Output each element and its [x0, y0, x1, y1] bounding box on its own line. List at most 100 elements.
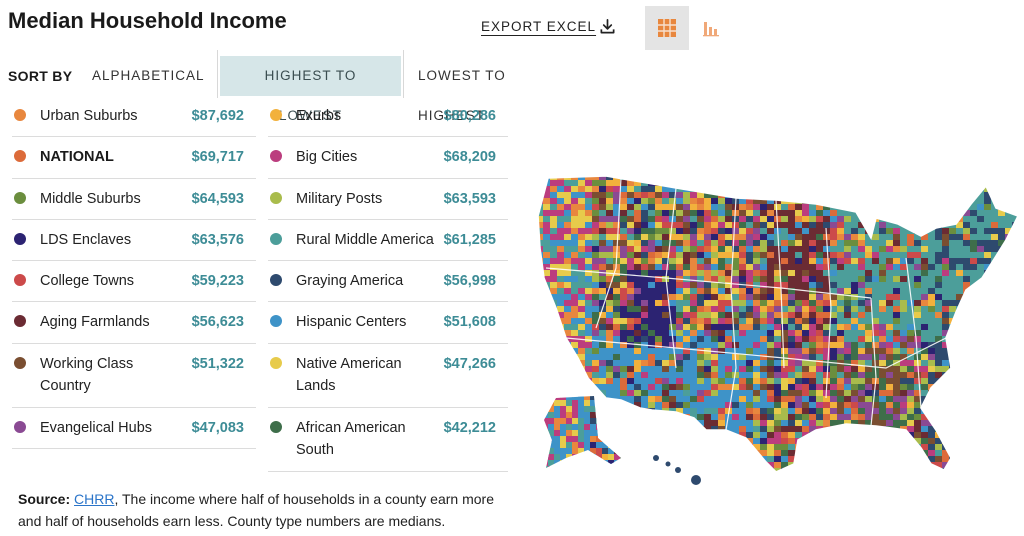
county-cell: [620, 390, 628, 397]
county-cell: [760, 336, 768, 343]
county-cell: [935, 420, 950, 427]
county-cell: [634, 444, 642, 451]
county-cell: [879, 204, 894, 211]
county-cell: [697, 456, 705, 463]
county-cell: [711, 288, 719, 295]
county-cell: [963, 402, 978, 409]
legend-color-dot: [270, 109, 282, 121]
county-cell: [760, 294, 768, 301]
county-cell: [634, 294, 642, 301]
county-cell: [802, 192, 817, 199]
county-cell: [816, 234, 824, 241]
county-cell: [865, 402, 873, 409]
county-cell: [739, 342, 747, 349]
county-cell: [921, 324, 929, 331]
county-cell: [599, 288, 607, 295]
us-county-map[interactable]: [526, 168, 1022, 492]
county-cell: [858, 192, 873, 199]
county-cell: [795, 462, 810, 469]
county-cell: [837, 342, 845, 349]
county-cell: [613, 438, 621, 445]
county-cell: [977, 252, 985, 259]
county-cell: [977, 204, 985, 211]
county-cell: [634, 228, 642, 235]
county-cell: [823, 438, 838, 445]
county-cell: [662, 282, 670, 289]
county-cell: [697, 360, 705, 367]
county-cell: [865, 420, 873, 427]
county-cell: [935, 246, 943, 253]
county-cell: [802, 186, 810, 193]
county-cell: [823, 462, 831, 469]
county-cell: [844, 198, 859, 205]
county-cell: [991, 420, 999, 427]
county-cell: [907, 468, 915, 472]
export-excel-button[interactable]: EXPORT EXCEL: [481, 18, 616, 35]
county-cell: [683, 318, 691, 325]
county-cell: [746, 468, 754, 472]
county-cell: [900, 372, 908, 379]
county-cell: [620, 216, 628, 223]
county-cell: [596, 424, 609, 431]
source-link[interactable]: CHRR: [74, 491, 115, 507]
county-cell: [585, 390, 593, 397]
county-cell: [538, 180, 544, 187]
county-cell: [711, 216, 719, 223]
county-cell: [718, 312, 726, 319]
county-cell: [907, 414, 915, 421]
legend-color-dot: [270, 150, 282, 163]
county-cell: [578, 294, 586, 301]
county-cell: [732, 330, 740, 337]
county-cell: [998, 402, 1013, 409]
county-cell: [669, 384, 677, 391]
county-cell: [963, 432, 978, 439]
county-cell: [613, 372, 621, 379]
sort-highest-to-lowest-button[interactable]: HIGHEST TO LOWEST: [220, 56, 401, 123]
county-cell: [711, 176, 719, 181]
county-cell: [557, 348, 565, 355]
county-cell: [823, 468, 831, 472]
county-cell: [669, 426, 677, 433]
county-cell: [557, 288, 565, 295]
county-cell: [550, 378, 565, 385]
county-cell: [578, 210, 586, 217]
county-cell: [998, 180, 1006, 187]
county-cell: [914, 306, 922, 313]
legend-color-dot: [270, 274, 282, 287]
county-cell: [963, 336, 971, 343]
county-cell: [641, 438, 649, 445]
county-cell: [893, 306, 901, 313]
county-cell: [963, 462, 978, 469]
county-cell: [984, 300, 992, 307]
county-cell: [809, 240, 817, 247]
county-cell: [872, 444, 887, 451]
county-cell: [949, 348, 964, 355]
county-cell: [662, 432, 670, 439]
county-cell: [928, 330, 936, 337]
county-cell: [1019, 204, 1022, 210]
county-cell: [746, 426, 754, 433]
county-cell: [907, 282, 915, 289]
county-cell: [620, 430, 621, 437]
table-view-button[interactable]: [645, 6, 689, 50]
chart-view-button[interactable]: [689, 6, 733, 50]
county-cell: [1012, 288, 1018, 295]
median-income-value: $59,223: [191, 273, 244, 290]
county-cell: [984, 426, 992, 433]
county-cell: [606, 438, 614, 445]
county-cell: [739, 378, 747, 385]
county-cell: [977, 270, 985, 277]
county-cell: [544, 430, 549, 437]
county-cell: [991, 336, 999, 343]
county-cell: [823, 420, 831, 427]
county-cell: [830, 306, 838, 313]
county-cell: [1012, 396, 1018, 403]
county-cell: [572, 460, 579, 467]
county-cell: [942, 258, 950, 265]
county-cell: [900, 192, 908, 199]
county-cell: [620, 468, 628, 472]
sort-alphabetical-button[interactable]: ALPHABETICAL: [92, 68, 205, 83]
sort-lowest-to-highest-button[interactable]: LOWEST TO HIGHEST: [418, 68, 506, 123]
county-cell: [956, 348, 964, 355]
county-cell: [648, 468, 663, 472]
